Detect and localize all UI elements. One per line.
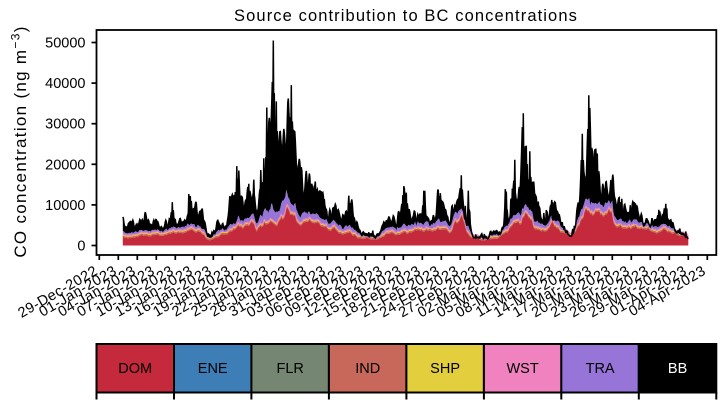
svg-text:ENE: ENE [198, 361, 228, 377]
svg-text:50000: 50000 [45, 36, 85, 52]
svg-text:TRA: TRA [586, 361, 615, 377]
svg-text:SHP: SHP [430, 361, 460, 377]
svg-text:10000: 10000 [45, 198, 85, 214]
svg-text:0: 0 [77, 239, 85, 255]
svg-text:IND: IND [355, 361, 380, 377]
svg-text:40000: 40000 [45, 76, 85, 92]
svg-text:Source contribution to BC conc: Source contribution to BC concentrations [234, 7, 578, 25]
svg-text:BB: BB [668, 361, 687, 377]
svg-text:20000: 20000 [45, 157, 85, 173]
svg-text:DOM: DOM [118, 361, 152, 377]
svg-text:CO concentration (ng m−3): CO concentration (ng m−3) [9, 25, 31, 257]
svg-text:30000: 30000 [45, 117, 85, 133]
svg-text:FLR: FLR [276, 361, 303, 377]
svg-text:WST: WST [506, 361, 538, 377]
